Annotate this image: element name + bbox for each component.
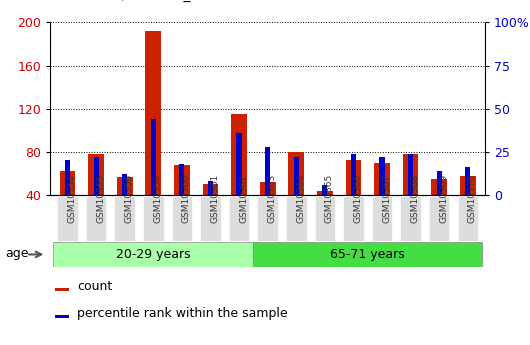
Bar: [55, 288, 68, 291]
Text: GSM10360: GSM10360: [182, 174, 191, 223]
FancyBboxPatch shape: [286, 196, 306, 241]
Bar: [437, 171, 442, 195]
Text: 65-71 years: 65-71 years: [330, 248, 405, 261]
Bar: [174, 165, 190, 195]
Bar: [93, 157, 99, 195]
Bar: [208, 181, 213, 195]
FancyBboxPatch shape: [400, 196, 421, 241]
Text: age: age: [5, 247, 29, 260]
Bar: [322, 185, 328, 195]
Text: GDS473 / 244338_at: GDS473 / 244338_at: [61, 0, 205, 2]
FancyBboxPatch shape: [253, 241, 482, 267]
FancyBboxPatch shape: [314, 196, 335, 241]
Text: 20-29 years: 20-29 years: [116, 248, 191, 261]
FancyBboxPatch shape: [57, 196, 78, 241]
Bar: [55, 315, 68, 318]
Bar: [294, 157, 299, 195]
Bar: [408, 154, 413, 195]
Text: GSM10364: GSM10364: [296, 174, 305, 223]
Bar: [60, 171, 75, 195]
Bar: [460, 176, 475, 195]
Bar: [465, 167, 470, 195]
Bar: [179, 164, 184, 195]
Text: GSM10370: GSM10370: [468, 174, 477, 223]
Text: GSM10365: GSM10365: [325, 174, 334, 223]
Bar: [260, 182, 276, 195]
FancyBboxPatch shape: [114, 196, 135, 241]
Text: GSM10361: GSM10361: [210, 174, 219, 223]
Text: GSM10359: GSM10359: [153, 174, 162, 223]
Text: count: count: [77, 279, 112, 293]
FancyBboxPatch shape: [86, 196, 107, 241]
Bar: [288, 152, 304, 195]
Text: GSM10363: GSM10363: [268, 174, 277, 223]
Text: percentile rank within the sample: percentile rank within the sample: [77, 307, 288, 320]
Bar: [265, 147, 270, 195]
Text: GSM10368: GSM10368: [411, 174, 420, 223]
Bar: [117, 177, 132, 195]
Bar: [202, 184, 218, 195]
FancyBboxPatch shape: [429, 196, 449, 241]
Bar: [65, 160, 70, 195]
Bar: [379, 157, 385, 195]
Text: GSM10362: GSM10362: [239, 174, 248, 223]
FancyBboxPatch shape: [200, 196, 221, 241]
FancyBboxPatch shape: [343, 196, 364, 241]
FancyBboxPatch shape: [172, 196, 192, 241]
FancyBboxPatch shape: [457, 196, 478, 241]
Text: GSM10356: GSM10356: [125, 174, 134, 223]
Text: GSM10366: GSM10366: [354, 174, 363, 223]
Text: GSM10369: GSM10369: [439, 174, 448, 223]
FancyBboxPatch shape: [372, 196, 392, 241]
FancyBboxPatch shape: [143, 196, 164, 241]
Bar: [151, 119, 156, 195]
Text: GSM10355: GSM10355: [96, 174, 105, 223]
Bar: [236, 133, 242, 195]
Bar: [346, 160, 361, 195]
Bar: [351, 154, 356, 195]
Bar: [374, 162, 390, 195]
Bar: [88, 154, 104, 195]
FancyBboxPatch shape: [258, 196, 278, 241]
FancyBboxPatch shape: [229, 196, 249, 241]
Bar: [231, 114, 247, 195]
Bar: [431, 179, 447, 195]
Bar: [317, 190, 333, 195]
Text: GSM10354: GSM10354: [67, 174, 76, 223]
Bar: [145, 31, 161, 195]
Bar: [122, 174, 127, 195]
Bar: [403, 154, 419, 195]
FancyBboxPatch shape: [53, 241, 253, 267]
Text: GSM10367: GSM10367: [382, 174, 391, 223]
